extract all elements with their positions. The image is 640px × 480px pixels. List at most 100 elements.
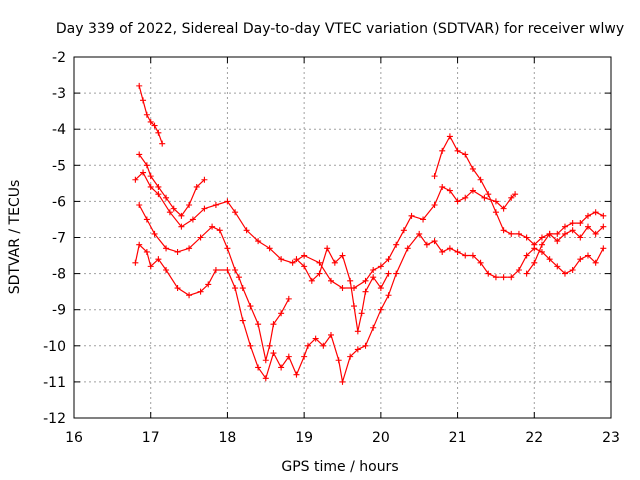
data-point	[247, 342, 254, 349]
data-point	[163, 266, 170, 273]
data-point	[393, 241, 400, 248]
data-point	[209, 223, 216, 230]
data-point	[255, 238, 262, 245]
data-point	[170, 205, 177, 212]
data-point	[400, 227, 407, 234]
data-point	[270, 350, 277, 357]
data-point	[140, 97, 147, 104]
data-point	[577, 220, 584, 227]
data-point	[362, 342, 369, 349]
x-tick-label: 20	[372, 430, 390, 446]
satellite-track-6	[293, 245, 392, 335]
data-point	[439, 248, 446, 255]
data-point	[454, 198, 461, 205]
data-point	[136, 82, 143, 89]
data-point	[232, 209, 239, 216]
data-point	[266, 245, 273, 252]
data-point	[420, 216, 427, 223]
data-point	[201, 205, 208, 212]
x-tick-label: 21	[449, 430, 467, 446]
y-tick-label: -5	[52, 158, 66, 174]
data-point	[151, 122, 158, 129]
data-point	[362, 277, 369, 284]
data-point	[569, 220, 576, 227]
data-point	[159, 140, 166, 147]
data-point	[600, 223, 607, 230]
data-point	[523, 270, 530, 277]
data-point	[561, 230, 568, 237]
satellite-track-4	[136, 202, 292, 364]
data-point	[232, 285, 239, 292]
data-series	[132, 82, 607, 385]
data-point	[431, 173, 438, 180]
y-tick-label: -12	[43, 411, 66, 427]
data-point	[155, 129, 162, 136]
data-point	[239, 285, 246, 292]
data-point	[266, 342, 273, 349]
data-point	[147, 173, 154, 180]
data-point	[546, 230, 553, 237]
data-point	[320, 342, 327, 349]
data-point	[197, 288, 204, 295]
data-point	[301, 353, 308, 360]
data-point	[431, 202, 438, 209]
axis-ticks: 16 17 18 19 20 21 22 23 -2 -3 -4 -5 -6 -7 -8 -9 -10 -11 -1…	[43, 50, 620, 446]
data-point	[454, 248, 461, 255]
data-point	[481, 194, 488, 201]
data-point	[212, 202, 219, 209]
data-point	[143, 216, 150, 223]
data-point	[485, 270, 492, 277]
data-point	[278, 364, 285, 371]
data-point	[569, 227, 576, 234]
data-point	[454, 147, 461, 154]
x-tick-label: 19	[295, 430, 313, 446]
data-point	[404, 245, 411, 252]
y-tick-label: -6	[52, 194, 66, 210]
satellite-track-1	[132, 169, 519, 292]
data-point	[523, 234, 530, 241]
data-point	[469, 187, 476, 194]
data-point	[354, 328, 361, 335]
data-point	[377, 306, 384, 313]
data-point	[224, 266, 231, 273]
data-point	[285, 295, 292, 302]
data-point	[155, 256, 162, 263]
data-point	[262, 375, 269, 382]
y-tick-label: -10	[43, 339, 66, 355]
data-point	[327, 277, 334, 284]
data-point	[592, 259, 599, 266]
satellite-track-2	[136, 82, 166, 147]
data-point	[262, 357, 269, 364]
data-point	[224, 245, 231, 252]
data-point	[331, 259, 338, 266]
data-point	[377, 285, 384, 292]
satellite-track-8	[523, 223, 607, 277]
data-point	[293, 256, 300, 263]
data-point	[569, 266, 576, 273]
data-point	[469, 252, 476, 259]
data-point	[193, 183, 200, 190]
data-point	[492, 209, 499, 216]
data-point	[301, 263, 308, 270]
satellite-track-3	[136, 151, 208, 219]
data-point	[339, 252, 346, 259]
data-point	[186, 292, 193, 299]
data-point	[477, 176, 484, 183]
data-point	[584, 212, 591, 219]
data-point	[358, 310, 365, 317]
data-point	[255, 321, 262, 328]
y-tick-label: -11	[43, 375, 66, 391]
data-point	[508, 230, 515, 237]
data-point	[186, 245, 193, 252]
satellite-track-5	[132, 230, 607, 385]
data-point	[301, 252, 308, 259]
data-point	[293, 371, 300, 378]
data-point	[408, 212, 415, 219]
data-point	[477, 259, 484, 266]
x-tick-label: 18	[219, 430, 237, 446]
data-point	[385, 292, 392, 299]
data-point	[339, 378, 346, 385]
data-point	[232, 266, 239, 273]
data-point	[512, 191, 519, 198]
